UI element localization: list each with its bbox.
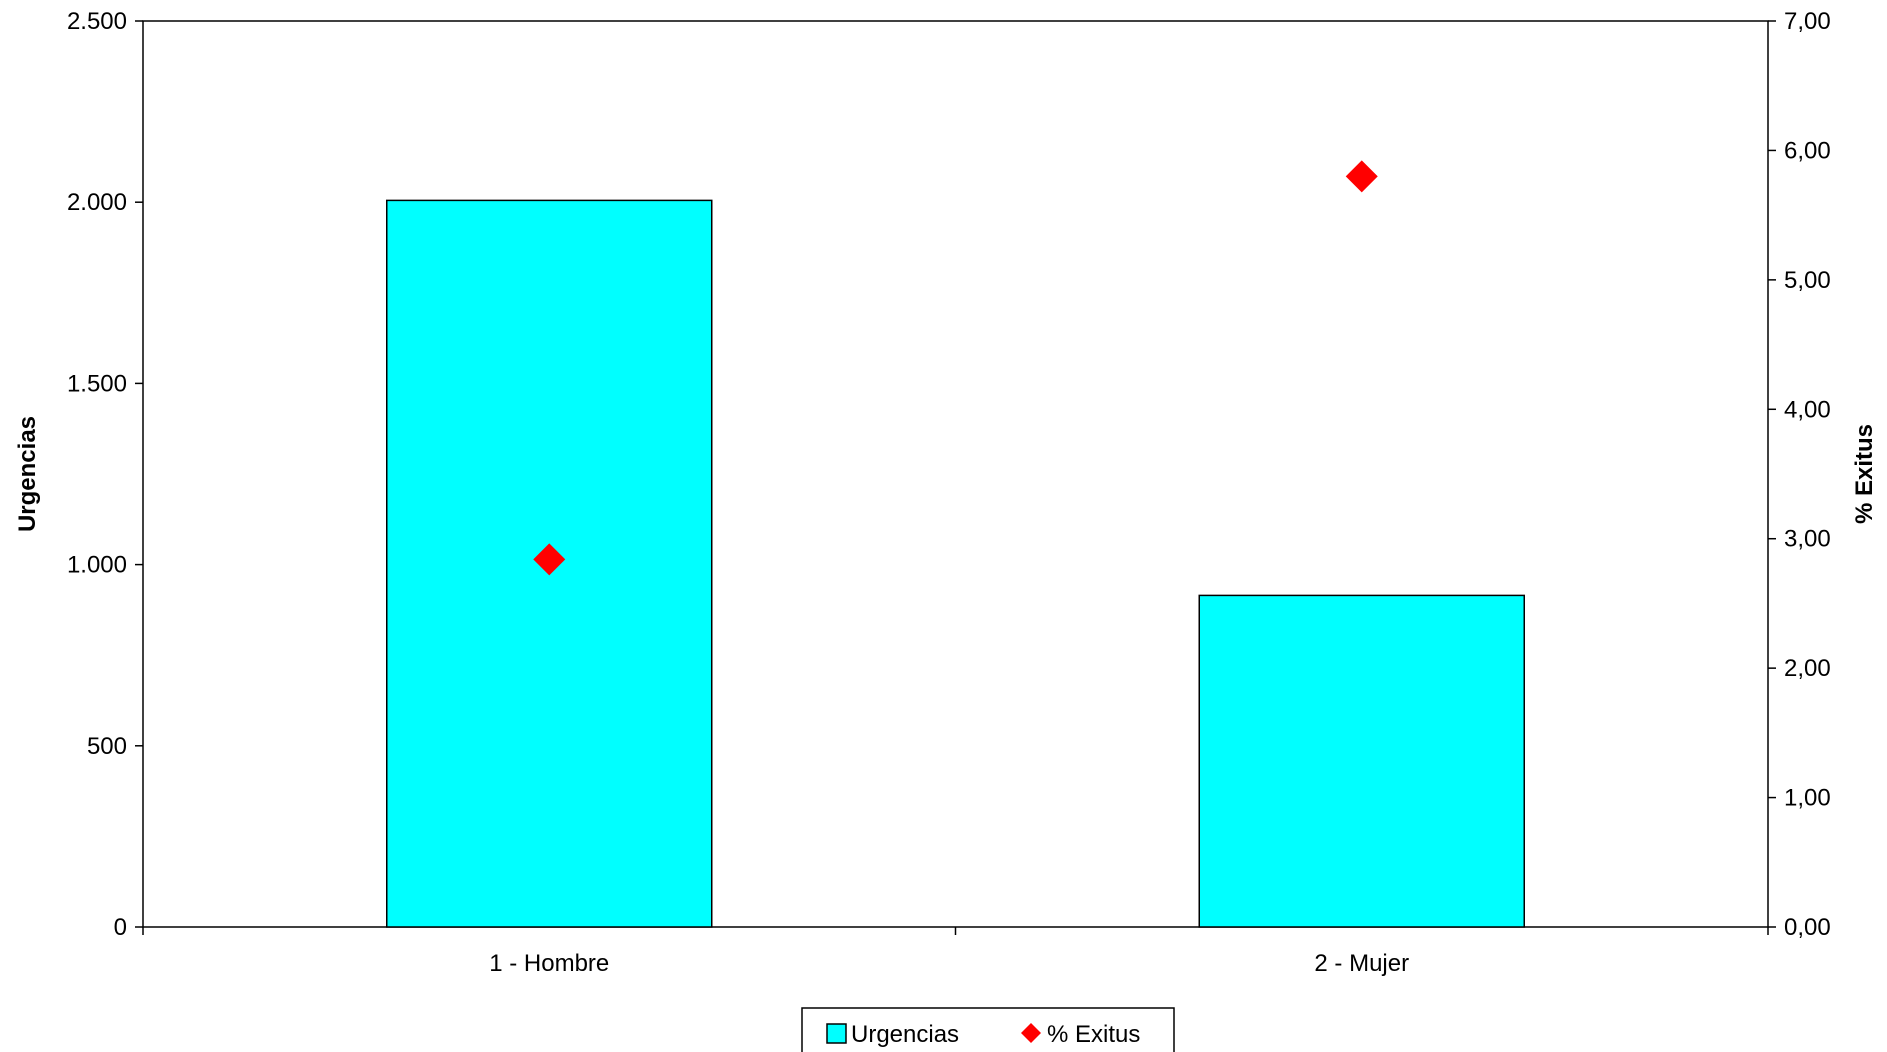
y-tick-label: 1.500 (67, 370, 127, 397)
y2-tick-label: 3,00 (1784, 526, 1831, 553)
legend-label-exitus: % Exitus (1047, 1021, 1140, 1048)
y-tick-label: 1.000 (67, 552, 127, 579)
y2-tick-label: 2,00 (1784, 655, 1831, 682)
y2-tick-label: 4,00 (1784, 396, 1831, 423)
y-tick-label: 2.000 (67, 189, 127, 216)
data-point (533, 543, 566, 576)
x-tick-label: 2 - Mujer (1314, 950, 1409, 977)
y-tick-label: 0 (114, 914, 127, 941)
x-axis: 1 - Hombre 2 - Mujer (142, 927, 1769, 977)
legend-label-urgencias: Urgencias (851, 1021, 959, 1048)
y2-tick-label: 5,00 (1784, 267, 1831, 294)
legend-swatch-exitus (1021, 1023, 1041, 1043)
y-axis-title: Urgencias (14, 416, 41, 532)
y-tick-label: 2.500 (67, 8, 127, 35)
right-axis: 0,00 1,00 2,00 3,00 4,00 5,00 6,00 7,00 (1768, 8, 1831, 941)
data-point (1345, 160, 1378, 193)
y2-axis-title: % Exitus (1851, 424, 1878, 524)
bar (1198, 594, 1525, 928)
marker-series (533, 160, 1378, 576)
legend: Urgencias % Exitus (801, 1007, 1175, 1052)
y2-tick-label: 0,00 (1784, 914, 1831, 941)
left-axis: 0 500 1.000 1.500 2.000 2.500 (67, 8, 143, 941)
legend-swatch-urgencias (826, 1023, 847, 1044)
y2-tick-label: 1,00 (1784, 785, 1831, 812)
y-tick-label: 500 (87, 733, 127, 760)
y2-tick-label: 7,00 (1784, 8, 1831, 35)
legend-box (801, 1007, 1175, 1052)
y2-tick-label: 6,00 (1784, 137, 1831, 164)
x-tick-label: 1 - Hombre (489, 950, 609, 977)
